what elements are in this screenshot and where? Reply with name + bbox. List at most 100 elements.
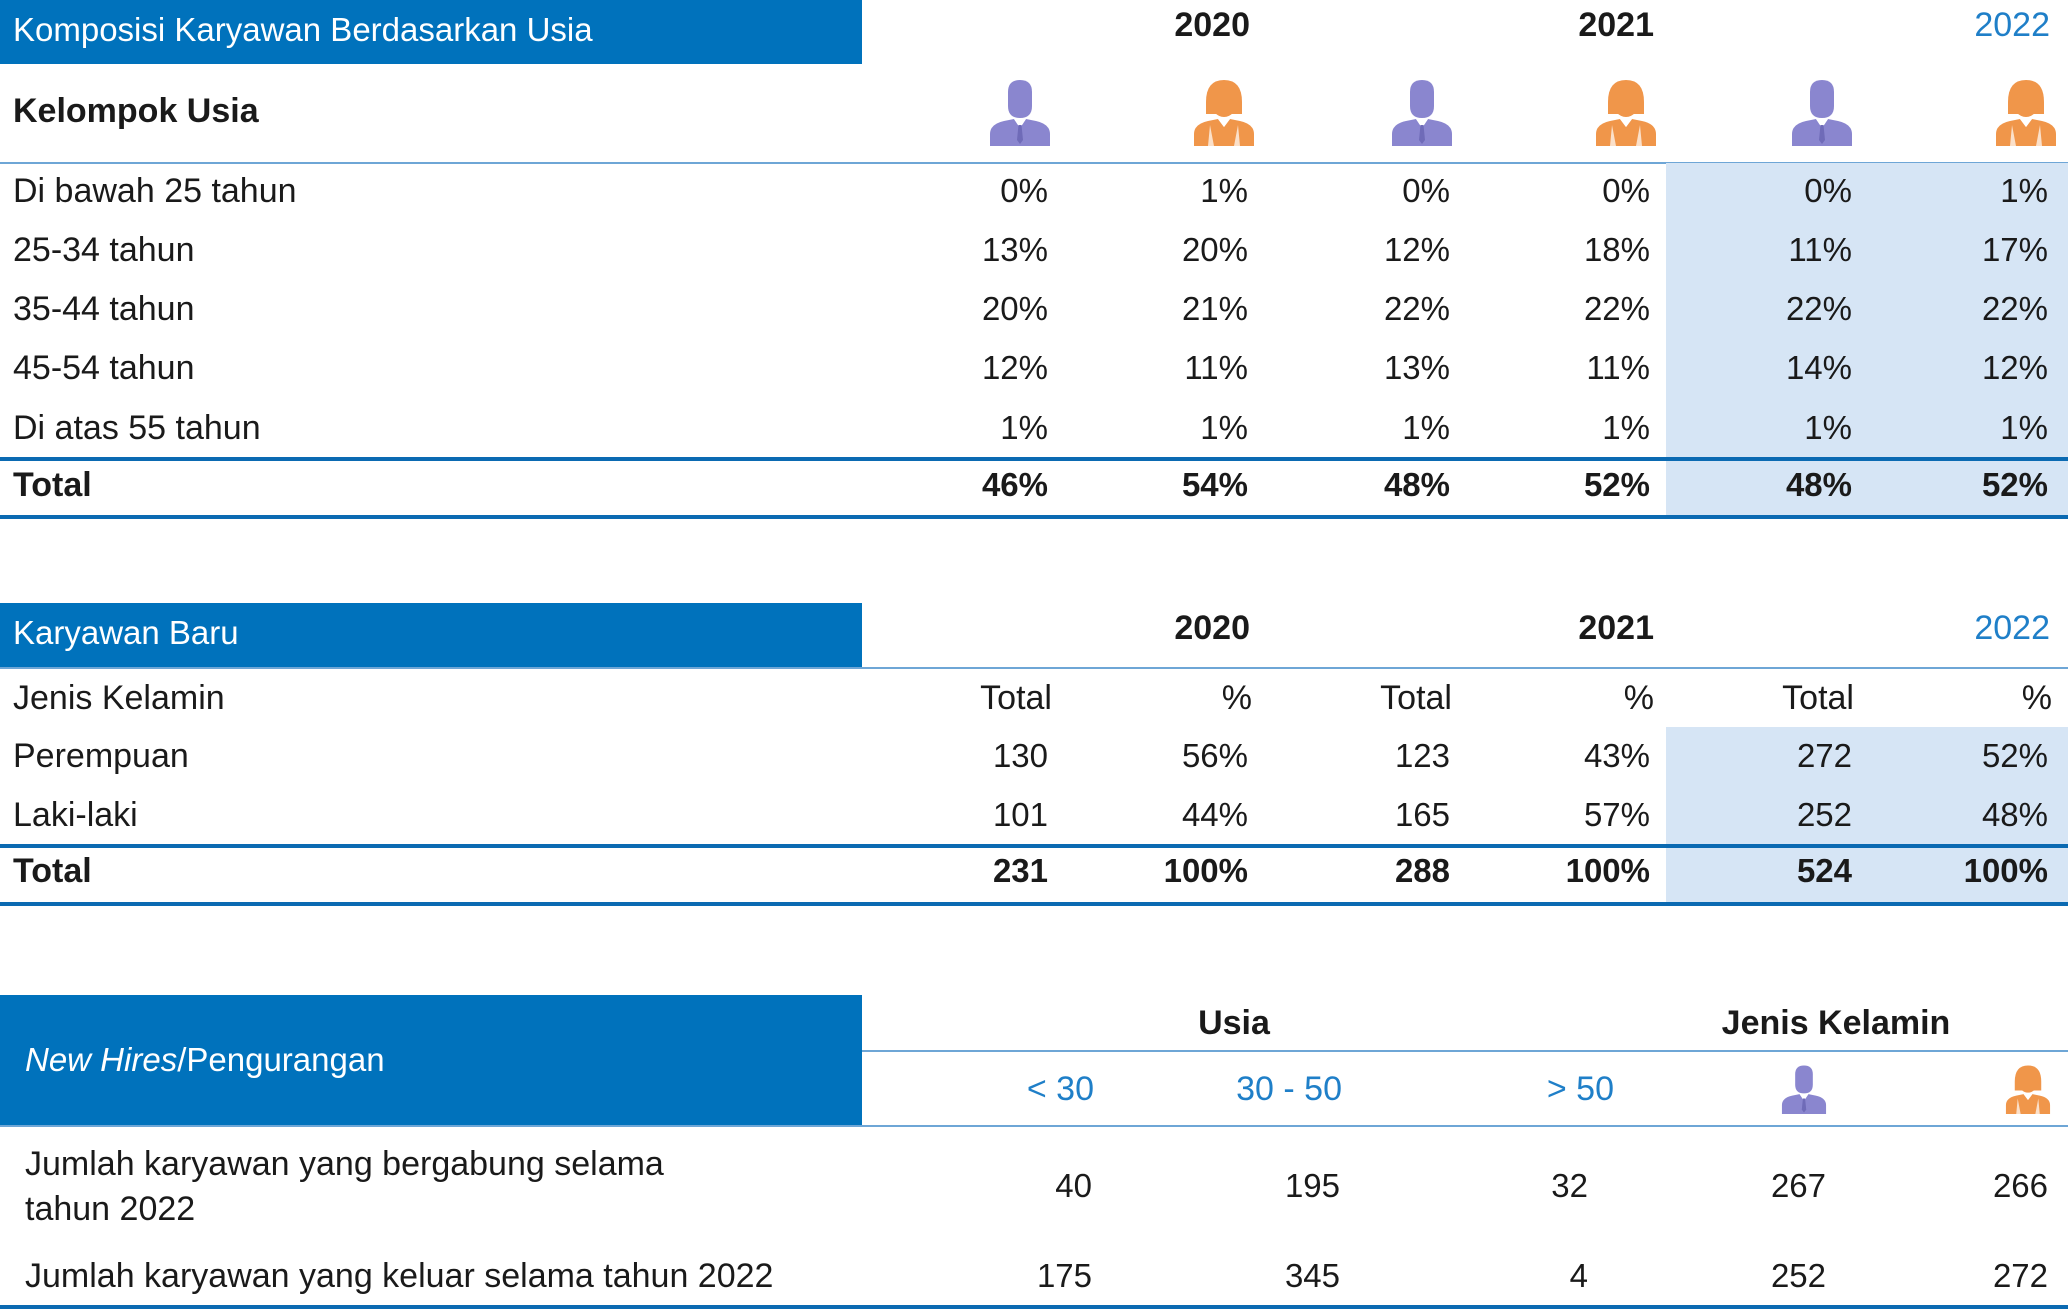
age-cell: 1% — [1804, 409, 1852, 446]
age-cell: 22% — [1383, 290, 1450, 327]
total-divider — [0, 844, 2068, 848]
age-cell: 1% — [1000, 409, 1048, 446]
title-italic: New Hires — [25, 1041, 178, 1078]
highlight-2022 — [1666, 727, 2068, 905]
sub-header: % — [1221, 679, 1252, 717]
bottom-divider — [0, 1305, 2068, 1309]
total-cell: 46% — [981, 466, 1048, 503]
divider — [862, 1050, 2068, 1052]
hires-row-label: Jumlah karyawan yang keluar selama tahun… — [25, 1257, 774, 1295]
age-row-label: 25-34 tahun — [13, 231, 195, 269]
total-label: Total — [13, 852, 92, 890]
new-employee-cell: 252 — [1796, 796, 1852, 833]
age-cell: 11% — [1788, 231, 1852, 268]
age-cell: 1% — [2000, 409, 2048, 446]
age-cell: 20% — [981, 290, 1048, 327]
bottom-divider — [0, 515, 2068, 519]
age-30-50-header: 30 - 50 — [1236, 1070, 1342, 1108]
age-group-label: Usia — [1198, 1004, 1270, 1042]
age-cell: 20% — [1181, 231, 1248, 268]
hires-cell: 4 — [1569, 1257, 1588, 1294]
new-employee-cell: 123 — [1394, 737, 1450, 774]
age-cell: 0% — [1804, 172, 1852, 209]
total-cell: 48% — [1383, 466, 1450, 503]
age-cell: 12% — [1981, 349, 2048, 386]
hires-table-title: New Hires/Pengurangan — [0, 995, 862, 1125]
sub-header: Total — [1782, 679, 1854, 717]
age-cell: 21% — [1181, 290, 1248, 327]
year-2021-header: 2021 — [1578, 6, 1654, 44]
age-under-30-header: < 30 — [1026, 1070, 1094, 1108]
hires-cell: 267 — [1770, 1167, 1826, 1204]
total-cell: 52% — [1981, 466, 2048, 503]
hires-cell: 272 — [1992, 1257, 2048, 1294]
male-icon — [1780, 1064, 1828, 1114]
male-icon — [988, 78, 1052, 146]
hires-cell: 32 — [1551, 1167, 1588, 1204]
hires-cell: 195 — [1284, 1167, 1340, 1204]
new-employee-cell: 130 — [992, 737, 1048, 774]
new-employee-cell: 52% — [1981, 737, 2048, 774]
age-cell: 14% — [1785, 349, 1852, 386]
year-2022-header: 2022 — [1974, 6, 2050, 44]
hires-cell: 266 — [1992, 1167, 2048, 1204]
hires-cell: 40 — [1055, 1167, 1092, 1204]
new-employee-cell: 56% — [1181, 737, 1248, 774]
age-cell: 0% — [1402, 172, 1450, 209]
year-2022-header: 2022 — [1974, 609, 2050, 647]
sub-header: % — [2021, 679, 2052, 717]
total-label: Total — [13, 466, 92, 504]
age-cell: 1% — [1200, 409, 1248, 446]
male-icon — [1790, 78, 1854, 146]
total-cell: 100% — [1963, 852, 2048, 889]
age-cell: 17% — [1981, 231, 2048, 268]
age-cell: 18% — [1583, 231, 1650, 268]
gender-row-label: Laki-laki — [13, 796, 138, 834]
age-row-label: Di bawah 25 tahun — [13, 172, 297, 210]
year-2021-header: 2021 — [1578, 609, 1654, 647]
year-2020-header: 2020 — [1174, 609, 1250, 647]
age-cell: 13% — [1383, 349, 1450, 386]
new-employees-title: Karyawan Baru — [0, 603, 862, 667]
age-cell: 22% — [1981, 290, 2048, 327]
new-employee-cell: 44% — [1181, 796, 1248, 833]
age-row-label: 35-44 tahun — [13, 290, 195, 328]
sub-header: Total — [1380, 679, 1452, 717]
hires-cell: 252 — [1770, 1257, 1826, 1294]
hires-cell: 345 — [1284, 1257, 1340, 1294]
new-employee-cell: 272 — [1796, 737, 1852, 774]
female-icon — [1594, 78, 1658, 146]
total-cell: 288 — [1394, 852, 1450, 889]
age-row-label: 45-54 tahun — [13, 349, 195, 387]
age-cell: 22% — [1785, 290, 1852, 327]
year-2020-header: 2020 — [1174, 6, 1250, 44]
new-employee-cell: 43% — [1583, 737, 1650, 774]
total-cell: 54% — [1181, 466, 1248, 503]
total-divider — [0, 457, 2068, 461]
gender-header: Jenis Kelamin — [13, 679, 225, 717]
age-cell: 12% — [1383, 231, 1450, 268]
age-cell: 1% — [1402, 409, 1450, 446]
divider — [0, 667, 2068, 669]
bottom-divider — [0, 902, 2068, 906]
total-cell: 100% — [1163, 852, 1248, 889]
hires-cell: 175 — [1036, 1257, 1092, 1294]
new-employee-cell: 165 — [1394, 796, 1450, 833]
divider — [0, 162, 2068, 164]
female-icon — [2004, 1064, 2052, 1114]
female-icon — [1192, 78, 1256, 146]
highlight-2022 — [1666, 163, 2068, 516]
age-cell: 11% — [1586, 349, 1650, 386]
female-icon — [1994, 78, 2058, 146]
age-cell: 0% — [1602, 172, 1650, 209]
age-table-title: Komposisi Karyawan Berdasarkan Usia — [0, 0, 862, 64]
title-rest: /Pengurangan — [177, 1041, 385, 1078]
hires-row-label-cont: tahun 2022 — [25, 1190, 196, 1228]
age-cell: 22% — [1583, 290, 1650, 327]
age-group-header: Kelompok Usia — [13, 92, 259, 130]
age-cell: 1% — [2000, 172, 2048, 209]
gender-row-label: Perempuan — [13, 737, 189, 775]
gender-group-label: Jenis Kelamin — [1721, 1004, 1951, 1042]
new-employee-cell: 101 — [992, 796, 1048, 833]
age-cell: 0% — [1000, 172, 1048, 209]
